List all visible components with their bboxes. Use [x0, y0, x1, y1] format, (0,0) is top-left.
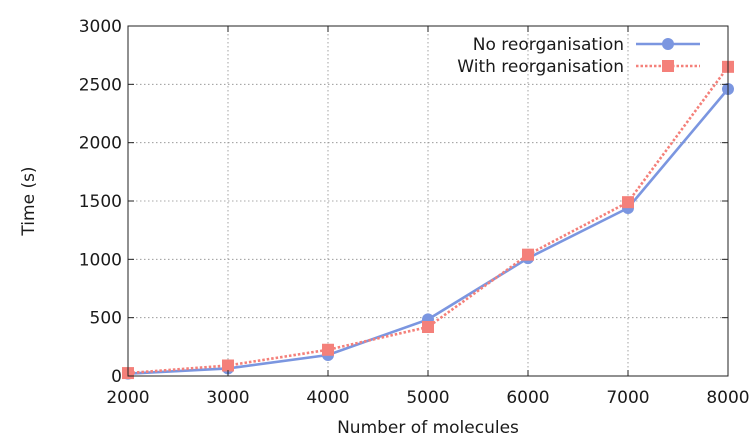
x-tick-label: 3000 — [206, 388, 249, 408]
data-point — [322, 343, 334, 356]
x-tick-label: 5000 — [406, 388, 449, 408]
y-tick-label: 1500 — [79, 192, 122, 212]
y-tick-label: 2500 — [79, 75, 122, 95]
x-axis: 2000 3000 4000 5000 6000 7000 8000 — [106, 26, 750, 408]
grid — [128, 26, 728, 376]
y-tick-label: 3000 — [79, 17, 122, 37]
data-point — [222, 359, 234, 372]
x-tick-label: 7000 — [606, 388, 649, 408]
legend-item: With reorganisation — [457, 57, 700, 77]
x-axis-title: Number of molecules — [337, 418, 519, 438]
x-tick-label: 6000 — [506, 388, 549, 408]
legend-label: No reorganisation — [473, 35, 624, 55]
x-tick-label: 8000 — [706, 388, 749, 408]
y-axis: 0 500 1000 1500 2000 2500 3000 — [79, 17, 728, 387]
y-axis-title: Time (s) — [19, 166, 39, 236]
x-tick-label: 2000 — [106, 388, 149, 408]
legend-marker — [662, 60, 674, 72]
data-point — [622, 196, 634, 209]
x-tick-label: 4000 — [306, 388, 349, 408]
y-tick-label: 1000 — [79, 250, 122, 270]
series-2 — [122, 60, 734, 380]
y-tick-label: 500 — [90, 309, 122, 329]
y-tick-label: 0 — [111, 367, 122, 387]
legend-marker — [662, 38, 674, 50]
data-point — [522, 248, 534, 261]
legend-item: No reorganisation — [473, 35, 700, 55]
y-tick-label: 2000 — [79, 134, 122, 154]
legend-label: With reorganisation — [457, 57, 624, 77]
series-layer — [122, 60, 734, 380]
data-point — [422, 321, 434, 333]
